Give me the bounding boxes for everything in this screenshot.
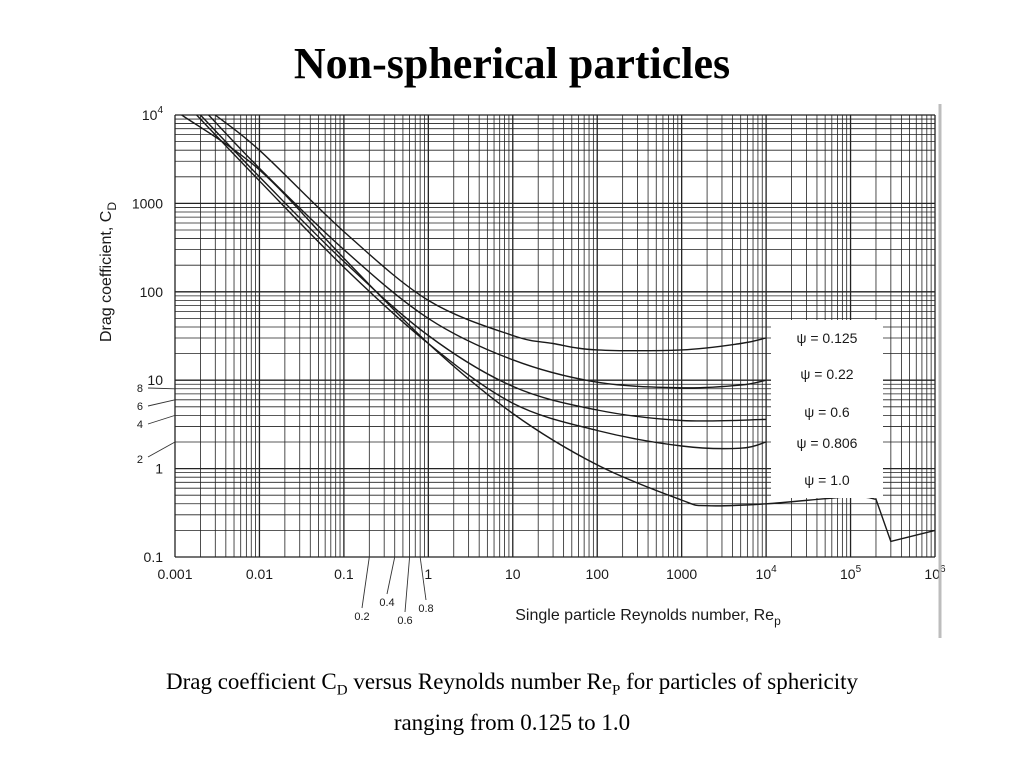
caption-sub-1: D xyxy=(336,682,348,699)
x-callout-label: 0.6 xyxy=(397,615,412,627)
x-tick-label: 105 xyxy=(840,564,862,582)
y-callout-label: 2 xyxy=(137,454,143,466)
caption-part-1: Drag coefficient C xyxy=(166,669,337,694)
y-callout-label: 4 xyxy=(137,419,143,431)
y-tick-label: 10 xyxy=(147,372,163,388)
figure-caption: Drag coefficient CD versus Reynolds numb… xyxy=(60,666,964,739)
curve-psi-1 xyxy=(208,114,767,389)
curve-psi-0 xyxy=(214,114,767,352)
curve-psi-3 xyxy=(196,114,767,450)
y-tick-label: 0.1 xyxy=(144,549,164,565)
curves xyxy=(181,114,936,543)
series-label: ψ = 0.806 xyxy=(797,435,858,451)
x-axis-label: Single particle Reynolds number, Rep xyxy=(515,607,781,628)
y-callout-leader xyxy=(147,399,176,407)
y-callout-leader xyxy=(147,414,176,425)
caption-part-3: for particles of sphericity xyxy=(620,669,858,694)
x-tick-label: 0.1 xyxy=(334,566,354,582)
y-tick-label: 104 xyxy=(142,105,164,123)
x-axis-label-subscript: p xyxy=(774,614,781,628)
y-axis-label: Drag coefficient, CD xyxy=(98,202,119,342)
x-callout-label: 0.2 xyxy=(354,611,369,623)
x-callout-leader xyxy=(386,556,396,595)
slide-title: Non-spherical particles xyxy=(293,39,731,88)
x-callout-label: 0.8 xyxy=(418,603,433,615)
x-tick-exponent: 5 xyxy=(856,564,862,575)
y-tick-label: 1000 xyxy=(132,195,163,211)
y-callout-label: 6 xyxy=(137,401,143,413)
minor-tick-callouts: 2 4 6 8 0.2 0.40.6 0.8 xyxy=(137,383,434,627)
y-tick-exponent: 4 xyxy=(157,105,163,116)
x-callout-leader xyxy=(404,556,411,613)
x-tick-label: 1 xyxy=(424,566,432,582)
series-labels: ψ = 0.125 ψ = 0.22 ψ = 0.6 ψ = 0.806 ψ = 1.0 xyxy=(771,320,883,498)
caption-sub-2: P xyxy=(612,682,621,699)
x-tick-label: 10 xyxy=(505,566,521,582)
x-tick-label: 104 xyxy=(756,564,778,582)
y-tick-label: 100 xyxy=(140,284,164,300)
caption-part-2: versus Reynolds number Re xyxy=(347,669,613,694)
x-callout-leader xyxy=(419,556,427,601)
x-tick-label: 106 xyxy=(924,564,946,582)
y-callout-leader xyxy=(147,441,176,458)
series-label: ψ = 0.6 xyxy=(804,404,850,420)
y-axis-label-subscript: D xyxy=(105,202,119,211)
x-tick-exponent: 4 xyxy=(771,564,777,575)
x-tick-exponent: 6 xyxy=(940,564,946,575)
x-tick-label: 0.01 xyxy=(246,566,273,582)
series-label: ψ = 0.22 xyxy=(800,366,853,382)
y-callout-label: 8 xyxy=(137,383,143,395)
y-tick-label: 1 xyxy=(155,461,163,477)
y-callout-leader xyxy=(147,387,176,390)
caption-line-1: Drag coefficient CD versus Reynolds numb… xyxy=(60,666,964,707)
series-label: ψ = 1.0 xyxy=(804,472,850,488)
curve-psi-4 xyxy=(181,114,936,543)
x-tick-label: 0.001 xyxy=(157,566,192,582)
x-tick-label: 100 xyxy=(586,566,610,582)
curve-psi-2 xyxy=(199,114,767,422)
x-callout-leader xyxy=(361,556,370,609)
axis-labels: Single particle Reynolds number, Rep Drag… xyxy=(98,202,781,628)
series-label-box xyxy=(771,320,883,498)
x-tick-label: 1000 xyxy=(666,566,697,582)
series-label: ψ = 0.125 xyxy=(797,330,858,346)
x-callout-label: 0.4 xyxy=(379,597,394,609)
caption-line-2: ranging from 0.125 to 1.0 xyxy=(393,709,631,735)
